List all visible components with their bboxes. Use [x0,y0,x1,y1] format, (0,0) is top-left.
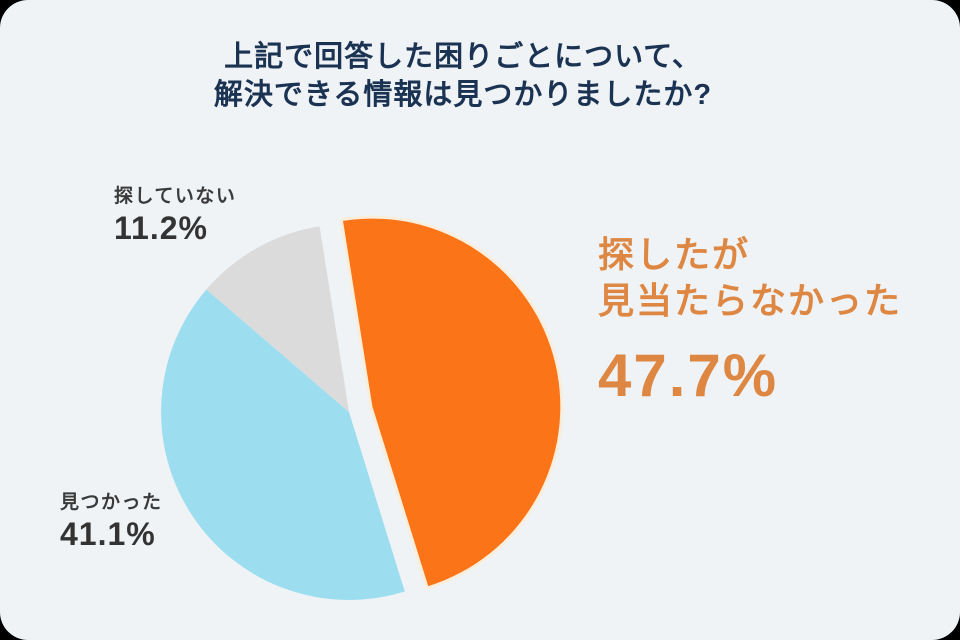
label-found-pct: 41.1% [60,516,156,552]
label-found-name: 見つかった [60,492,163,513]
label-found: 見つかった 41.1% [60,490,163,552]
label-not-searched: 探していない 11.2% [114,184,236,246]
label-not-found-pct: 47.7% [598,342,779,409]
chart-title-line2: 解決できる情報は見つかりましたか? [213,79,713,111]
label-not-found-line2: 見当たらなかった [598,280,903,321]
label-not-searched-name: 探していない [114,186,237,207]
pie-slice-2 [206,226,349,412]
pie-slice-1 [161,289,405,600]
label-not-searched-pct: 11.2% [114,210,208,246]
pie-slice-0 [340,215,564,590]
label-not-found: 探したが 見当たらなかった 47.7% [598,232,902,406]
chart-title: 上記で回答した困りごとについて、 解決できる情報は見つかりましたか? [0,38,943,114]
chart-title-line1: 上記で回答した困りごとについて、 [224,41,702,73]
label-not-found-line1: 探したが [598,234,751,275]
